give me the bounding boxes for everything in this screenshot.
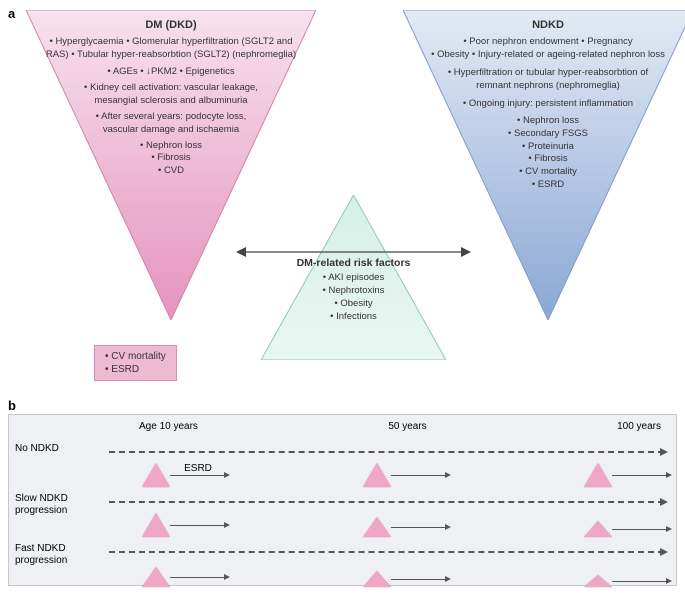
row-fast: Fast NDKD progression [9, 537, 676, 579]
dm-line: • AGEs • ↓PKM2 • Epigenetics [40, 66, 302, 79]
row-label: Slow NDKD progression [15, 493, 103, 517]
dm-line: • After several years: podocyte loss, va… [40, 111, 302, 137]
age-labels: Age 10 years 50 years 100 years [139, 421, 661, 432]
ndkd-line: • Fibrosis [417, 153, 679, 166]
panel-b: Age 10 years 50 years 100 years No NDKD … [8, 414, 677, 586]
dm-line: • Hyperglycaemia • Glomerular hyperfiltr… [40, 36, 302, 62]
outcome-box: • CV mortality • ESRD [94, 345, 177, 381]
ndkd-line: • Secondary FSGS [417, 128, 679, 141]
ndkd-line: • Obesity • Injury-related or ageing-rel… [417, 49, 679, 62]
ndkd-title: NDKD [417, 18, 679, 33]
center-triangle: DM-related risk factors • AKI episodes •… [261, 195, 446, 360]
ndkd-line: • Nephron loss [417, 115, 679, 128]
ndkd-line: • Hyperfiltration or tubular hyper-reabs… [417, 67, 679, 93]
center-line: • Infections [283, 311, 424, 324]
panel-b-label: b [8, 398, 16, 413]
age-label: 50 years [388, 421, 426, 432]
age-label: Age 10 years [139, 421, 198, 432]
dashed-line [109, 501, 664, 503]
outcome-line: • CV mortality [105, 350, 166, 363]
mini-triangle [584, 559, 624, 587]
bidirectional-arrow [236, 242, 471, 262]
dm-line: • Kidney cell activation: vascular leaka… [40, 82, 302, 108]
ndkd-line: • ESRD [417, 179, 679, 192]
center-line: • Obesity [283, 298, 424, 311]
age-label: 100 years [617, 421, 661, 432]
mini-triangle: ESRD [142, 459, 182, 487]
mini-triangle [363, 559, 403, 587]
mini-triangle [584, 459, 624, 487]
mini-triangle [142, 559, 182, 587]
dashed-line [109, 551, 664, 553]
center-line: • Nephrotoxins [283, 285, 424, 298]
dm-line: • Nephron loss [40, 140, 302, 153]
mini-triangle [363, 459, 403, 487]
dm-line: • Fibrosis [40, 152, 302, 165]
ndkd-line: • Proteinuria [417, 141, 679, 154]
dashed-line [109, 451, 664, 453]
row-label: No NDKD [15, 443, 103, 455]
ndkd-line: • CV mortality [417, 166, 679, 179]
panel-a: DM (DKD) • Hyperglycaemia • Glomerular h… [16, 10, 685, 395]
dm-line: • CVD [40, 165, 302, 178]
row-no-ndkd: No NDKD ESRD [9, 437, 676, 479]
row-slow: Slow NDKD progression [9, 487, 676, 529]
row-label: Fast NDKD progression [15, 543, 103, 567]
mini-triangle [142, 509, 182, 537]
ndkd-line: • Poor nephron endowment • Pregnancy [417, 36, 679, 49]
mini-triangle [584, 509, 624, 537]
center-line: • AKI episodes [283, 272, 424, 285]
dm-title: DM (DKD) [40, 18, 302, 33]
panel-a-label: a [8, 6, 15, 21]
ndkd-line: • Ongoing injury: persistent inflammatio… [417, 98, 679, 111]
outcome-line: • ESRD [105, 363, 166, 376]
mini-triangle [363, 509, 403, 537]
